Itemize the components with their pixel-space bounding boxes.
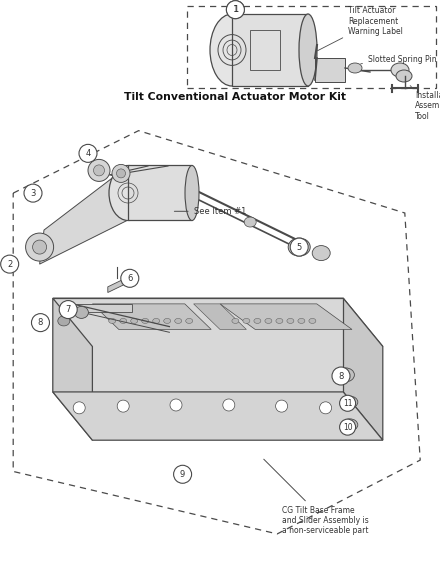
Ellipse shape xyxy=(309,319,316,323)
Text: CG Tilt Base Frame
and Slider Assembly is
a non-serviceable part: CG Tilt Base Frame and Slider Assembly i… xyxy=(264,459,368,535)
Circle shape xyxy=(174,465,191,483)
Ellipse shape xyxy=(58,316,70,326)
Ellipse shape xyxy=(186,319,193,323)
Circle shape xyxy=(223,399,235,411)
Text: Installation
Assembly
Tool: Installation Assembly Tool xyxy=(410,86,440,121)
Circle shape xyxy=(340,419,356,435)
Ellipse shape xyxy=(348,63,362,73)
Polygon shape xyxy=(108,278,125,293)
Ellipse shape xyxy=(342,419,358,431)
Ellipse shape xyxy=(33,240,47,254)
Text: 5: 5 xyxy=(297,243,302,252)
Ellipse shape xyxy=(109,319,116,323)
Polygon shape xyxy=(53,298,383,346)
FancyBboxPatch shape xyxy=(315,58,345,82)
Text: 6: 6 xyxy=(127,274,132,283)
Circle shape xyxy=(117,400,129,412)
Circle shape xyxy=(73,402,85,414)
Text: 9: 9 xyxy=(180,470,185,479)
Ellipse shape xyxy=(391,63,409,77)
Polygon shape xyxy=(53,298,343,392)
Ellipse shape xyxy=(109,165,147,220)
Circle shape xyxy=(319,402,332,414)
Ellipse shape xyxy=(117,169,125,178)
Ellipse shape xyxy=(142,319,149,323)
Circle shape xyxy=(24,184,42,202)
Ellipse shape xyxy=(312,245,330,261)
Text: 4: 4 xyxy=(85,149,91,158)
Ellipse shape xyxy=(185,165,199,220)
Text: 1: 1 xyxy=(232,5,238,14)
Text: 8: 8 xyxy=(338,371,344,381)
Ellipse shape xyxy=(265,319,272,323)
Polygon shape xyxy=(53,392,383,440)
Ellipse shape xyxy=(232,319,239,323)
Ellipse shape xyxy=(298,319,305,323)
Ellipse shape xyxy=(254,319,261,323)
Circle shape xyxy=(275,400,288,412)
Polygon shape xyxy=(73,304,132,312)
Ellipse shape xyxy=(131,319,138,323)
Text: 1: 1 xyxy=(233,5,238,14)
Circle shape xyxy=(170,399,182,411)
Ellipse shape xyxy=(175,319,182,323)
Text: 11: 11 xyxy=(343,399,352,408)
Ellipse shape xyxy=(288,238,310,256)
Ellipse shape xyxy=(112,164,130,182)
Ellipse shape xyxy=(164,319,171,323)
Text: Slotted Spring Pin: Slotted Spring Pin xyxy=(361,56,436,65)
Circle shape xyxy=(1,255,18,273)
Circle shape xyxy=(59,300,77,319)
Polygon shape xyxy=(343,298,383,440)
Text: 7: 7 xyxy=(66,305,71,314)
FancyBboxPatch shape xyxy=(232,14,308,86)
Polygon shape xyxy=(220,304,352,329)
Circle shape xyxy=(227,1,244,19)
Ellipse shape xyxy=(337,368,354,382)
Polygon shape xyxy=(40,166,128,264)
Polygon shape xyxy=(53,298,92,440)
Ellipse shape xyxy=(396,70,412,82)
Ellipse shape xyxy=(153,319,160,323)
Circle shape xyxy=(290,238,308,256)
Ellipse shape xyxy=(120,319,127,323)
Text: 8: 8 xyxy=(38,318,43,327)
Text: Tilt Actuator
Replacement
Warning Label: Tilt Actuator Replacement Warning Label xyxy=(318,6,403,51)
Ellipse shape xyxy=(74,306,88,319)
Text: 3: 3 xyxy=(30,189,36,198)
Ellipse shape xyxy=(276,319,283,323)
Ellipse shape xyxy=(342,396,358,408)
Text: 2: 2 xyxy=(7,260,12,269)
Ellipse shape xyxy=(88,160,110,181)
Text: See Item #1: See Item #1 xyxy=(174,207,246,216)
Circle shape xyxy=(32,314,49,332)
FancyBboxPatch shape xyxy=(128,165,192,220)
Ellipse shape xyxy=(299,14,317,86)
Ellipse shape xyxy=(210,14,254,86)
Polygon shape xyxy=(194,304,246,329)
Circle shape xyxy=(79,144,97,162)
Ellipse shape xyxy=(243,319,250,323)
Bar xyxy=(187,6,436,88)
Text: 10: 10 xyxy=(343,423,352,432)
Circle shape xyxy=(332,367,350,385)
Circle shape xyxy=(227,1,244,19)
Circle shape xyxy=(340,395,356,411)
Polygon shape xyxy=(92,304,211,329)
Text: Tilt Conventional Actuator Motor Kit: Tilt Conventional Actuator Motor Kit xyxy=(125,92,346,102)
Ellipse shape xyxy=(26,233,54,261)
Ellipse shape xyxy=(294,243,304,251)
Ellipse shape xyxy=(287,319,294,323)
Circle shape xyxy=(121,269,139,287)
Ellipse shape xyxy=(93,165,105,176)
Ellipse shape xyxy=(244,217,256,227)
